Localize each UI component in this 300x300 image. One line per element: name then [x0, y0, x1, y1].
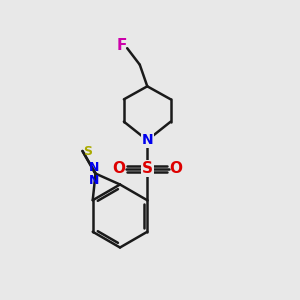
Text: N: N: [89, 161, 99, 174]
Text: S: S: [142, 161, 153, 176]
Text: O: O: [112, 161, 126, 176]
Text: O: O: [169, 161, 182, 176]
Text: S: S: [83, 145, 92, 158]
Text: F: F: [117, 38, 127, 53]
Text: N: N: [142, 133, 153, 147]
Text: N: N: [89, 174, 100, 187]
